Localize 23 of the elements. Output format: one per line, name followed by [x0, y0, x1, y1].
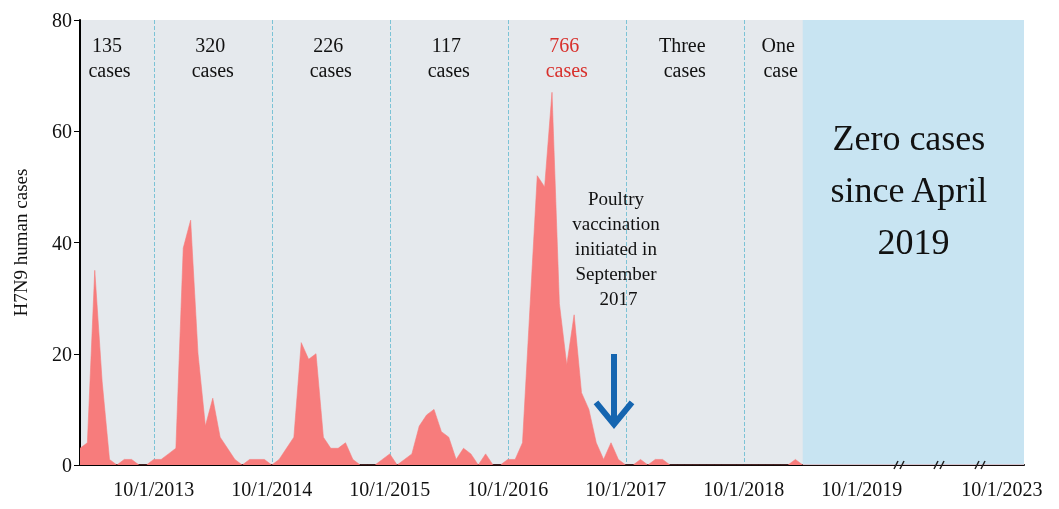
annotation: 320 cases [191, 33, 235, 81]
x-tick-label: 10/1/2014 [231, 478, 313, 500]
annotation: 766 cases [545, 33, 589, 81]
x-tick-label: 10/1/2015 [349, 478, 431, 500]
annotation: 117 cases [427, 33, 471, 81]
x-tick-label: 10/1/2018 [703, 478, 785, 500]
y-tick-label: 40 [52, 231, 72, 254]
y-tick-label: 20 [52, 342, 72, 365]
annotation: Three cases [658, 33, 711, 81]
annotation: 135 cases [88, 33, 131, 81]
x-tick-label: 10/1/2017 [585, 478, 667, 500]
x-tick-label: 10/1/2023 [961, 478, 1043, 500]
y-tick-label: 0 [62, 454, 72, 476]
x-tick-label: 10/1/2013 [113, 478, 195, 500]
y-tick-label: 60 [52, 120, 72, 143]
annotation: 226 cases [309, 33, 353, 81]
x-tick-label: 10/1/2016 [467, 478, 549, 500]
annotation: Poultry vaccination initiated in September 2017 [572, 187, 665, 309]
y-tick-label: 80 [52, 9, 72, 31]
annotation: Zero cases since April 2019 [830, 118, 997, 262]
x-tick-label: 10/1/2019 [821, 478, 903, 500]
annotation: One case [761, 33, 800, 81]
y-axis-title: H7N9 human cases [10, 168, 31, 317]
